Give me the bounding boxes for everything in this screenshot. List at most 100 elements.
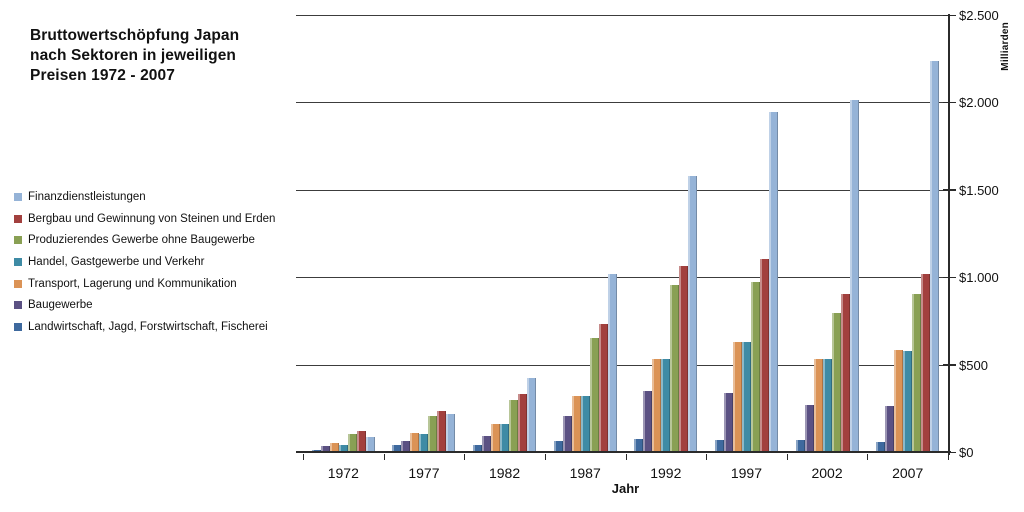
bar-1982 — [509, 399, 519, 453]
bar-1997 — [768, 112, 778, 453]
bar-2007 — [921, 273, 931, 453]
legend-item-label: Baugewerbe — [28, 299, 93, 312]
gridline-500 — [296, 364, 948, 366]
bar-1977 — [401, 441, 411, 453]
y-tick-label-2500: $2.500 — [959, 8, 999, 23]
bar-group-1992 — [626, 16, 707, 453]
legend-item-1: Bergbau und Gewinnung von Steinen und Er… — [14, 208, 275, 230]
bar-1987 — [598, 324, 608, 453]
legend-swatch-icon — [14, 214, 22, 223]
bar-1977 — [428, 416, 438, 453]
bar-1997 — [714, 440, 724, 453]
legend-swatch-icon — [14, 279, 22, 288]
y-tick-0 — [943, 451, 956, 453]
legend-swatch-icon — [14, 301, 22, 310]
y-tick-label-1500: $1.500 — [959, 182, 999, 198]
bar-1997 — [750, 281, 760, 453]
chart-title: Bruttowertschöpfung Japan nach Sektoren … — [30, 26, 239, 86]
x-tick-cell — [303, 454, 384, 460]
y-tick-1500 — [943, 189, 956, 191]
legend-item-label: Handel, Gastgewerbe und Verkehr — [28, 255, 205, 268]
bar-1987 — [589, 338, 599, 453]
bar-1982 — [518, 394, 528, 453]
x-label-1997: 1997 — [730, 465, 763, 481]
bar-1972 — [329, 443, 339, 453]
gridline-2500 — [296, 15, 948, 16]
bar-1992 — [679, 266, 689, 453]
chart-title-line-3: Preisen 1972 - 2007 — [30, 67, 175, 84]
bar-1992 — [643, 391, 653, 453]
legend-swatch-icon — [14, 236, 22, 245]
y-tick-1000 — [943, 276, 956, 279]
legend-item-4: Transport, Lagerung und Kommunikation — [14, 273, 275, 295]
bar-1992 — [634, 438, 644, 453]
bar-1977 — [410, 433, 420, 453]
bar-2007 — [912, 293, 922, 453]
bar-group-1997 — [706, 16, 787, 453]
y-axis-labels: $0 $500 $1.000 $1.500 $2.000 $2.500 — [959, 8, 1021, 460]
x-label-1992: 1992 — [650, 465, 682, 481]
bar-1997 — [741, 342, 751, 453]
bar-1982 — [473, 444, 483, 453]
legend-item-6: Landwirtschaft, Jagd, Forstwirtschaft, F… — [14, 316, 275, 338]
bar-group-2007 — [867, 16, 948, 453]
bar-2007 — [876, 441, 886, 453]
y-tick-500 — [943, 364, 956, 366]
bar-2002 — [804, 405, 814, 453]
x-label-2002: 2002 — [811, 465, 843, 481]
legend-item-label: Produzierendes Gewerbe ohne Baugewerbe — [28, 234, 255, 247]
bar-1977 — [446, 413, 456, 453]
legend-item-2: Produzierendes Gewerbe ohne Baugewerbe — [14, 229, 275, 251]
bar-2002 — [840, 293, 850, 453]
legend-item-label: Transport, Lagerung und Kommunikation — [28, 277, 237, 290]
y-tick-label-0: $0 — [959, 445, 974, 460]
x-tick-cell — [464, 454, 545, 460]
bar-1992 — [670, 285, 680, 453]
legend-item-5: Baugewerbe — [14, 294, 275, 316]
bar-1992 — [652, 358, 662, 453]
gridline-0 — [296, 451, 951, 453]
legend-swatch-icon — [14, 257, 22, 266]
y-axis-line — [948, 14, 950, 455]
x-tick-cell — [786, 454, 868, 460]
bar-2007 — [903, 350, 913, 453]
bar-2002 — [813, 358, 823, 453]
bar-1982 — [491, 423, 501, 453]
bar-1982 — [500, 423, 510, 453]
bar-1972 — [365, 436, 375, 453]
y-tick-2500 — [943, 14, 956, 16]
bar-1972 — [356, 431, 366, 453]
y-tick-label-1000: $1.000 — [959, 270, 999, 286]
bar-1987 — [562, 415, 572, 453]
bar-1972 — [320, 446, 330, 453]
legend: Finanzdienstleistungen Bergbau und Gewinn… — [14, 186, 275, 338]
bar-group-1977 — [384, 16, 465, 453]
y-tick-label-500: $500 — [959, 357, 988, 373]
bar-2002 — [831, 312, 841, 453]
bar-2007 — [885, 405, 895, 453]
bar-1972 — [347, 434, 357, 453]
y-axis-title: Milliarden — [1000, 22, 1011, 71]
x-label-1977: 1977 — [408, 465, 440, 481]
x-axis-ticks — [303, 454, 949, 460]
legend-item-label: Landwirtschaft, Jagd, Forstwirtschaft, F… — [28, 320, 268, 333]
bar-2002 — [849, 99, 859, 453]
x-tick-cell — [544, 454, 626, 460]
bar-1987 — [571, 395, 581, 453]
bar-1982 — [527, 378, 537, 453]
bar-1977 — [392, 445, 402, 453]
bar-1977 — [419, 434, 429, 453]
x-label-1987: 1987 — [569, 465, 601, 481]
x-tick-cell — [383, 454, 465, 460]
legend-item-label: Bergbau und Gewinnung von Steinen und Er… — [28, 212, 276, 225]
bar-group-1982 — [464, 16, 545, 453]
bar-1997 — [759, 259, 769, 453]
bar-1982 — [482, 436, 492, 453]
x-axis-labels: 1972 1977 1982 1987 1992 1997 2002 2007 — [303, 465, 948, 481]
bar-2007 — [894, 350, 904, 453]
legend-item-0: Finanzdienstleistungen — [14, 186, 275, 208]
x-tick-cell — [625, 454, 707, 460]
x-label-2007: 2007 — [892, 465, 924, 481]
bar-1997 — [732, 342, 742, 453]
chart-title-line-2: nach Sektoren in jeweiligen — [30, 47, 236, 64]
